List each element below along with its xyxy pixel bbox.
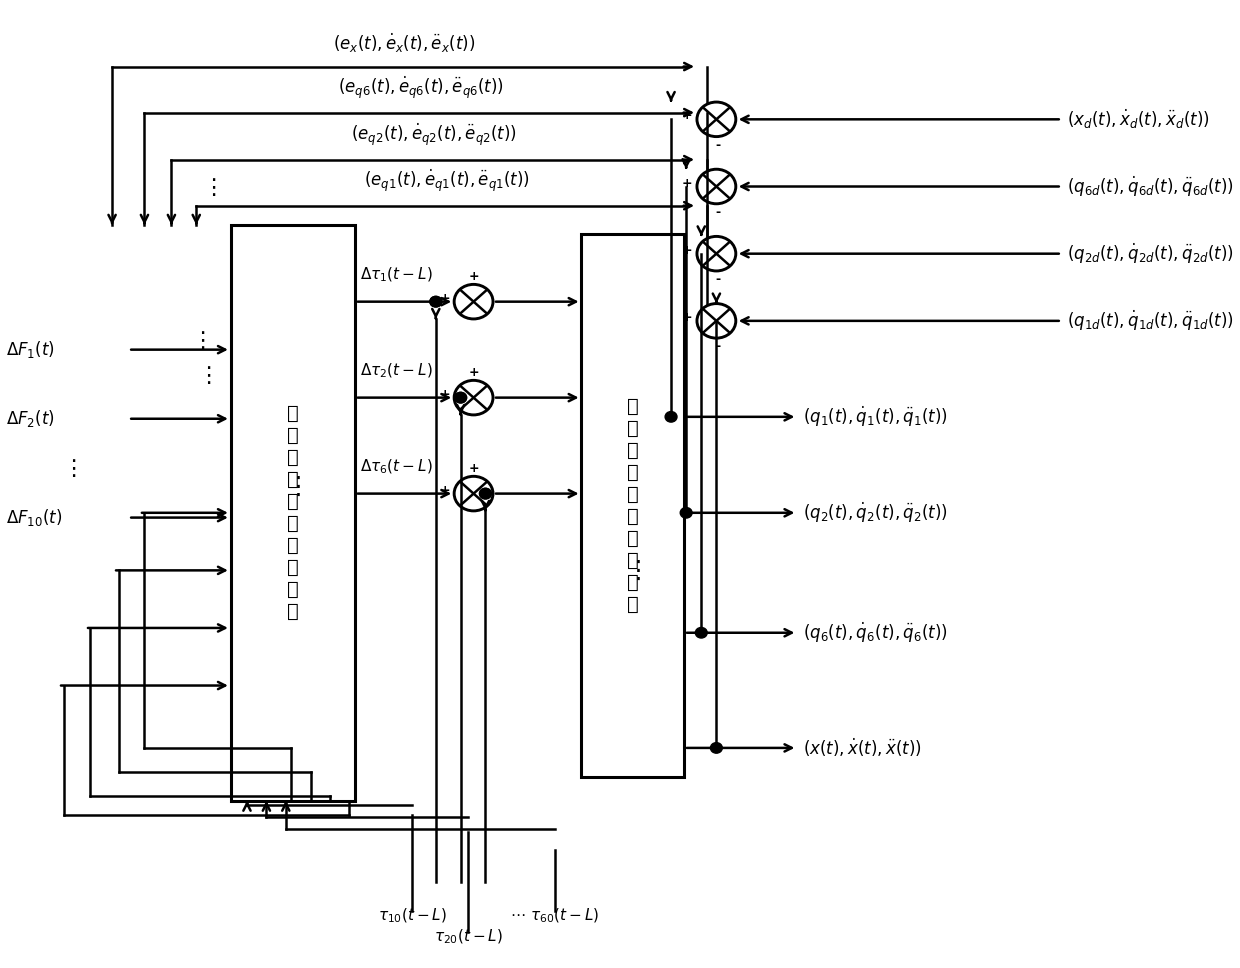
Text: +: + — [469, 270, 479, 283]
Text: $\cdots\ \tau_{60}(t-L)$: $\cdots\ \tau_{60}(t-L)$ — [510, 906, 599, 924]
Text: $(e_x(t),\dot{e}_x(t),\ddot{e}_x(t))$: $(e_x(t),\dot{e}_x(t),\ddot{e}_x(t))$ — [334, 32, 476, 55]
Text: -: - — [715, 273, 720, 287]
Text: $\vdots$: $\vdots$ — [191, 329, 206, 351]
Text: $(q_6(t),\dot{q}_6(t),\ddot{q}_6(t))$: $(q_6(t),\dot{q}_6(t),\ddot{q}_6(t))$ — [802, 620, 947, 645]
Text: $(e_{q6}(t),\dot{e}_{q6}(t),\ddot{e}_{q6}(t))$: $(e_{q6}(t),\dot{e}_{q6}(t),\ddot{e}_{q6… — [337, 75, 503, 101]
Circle shape — [430, 296, 441, 307]
Circle shape — [681, 507, 692, 518]
Circle shape — [696, 627, 707, 638]
Text: 电
子
元
器
件
装
配
机
器
人: 电 子 元 器 件 装 配 机 器 人 — [627, 397, 639, 614]
Text: $\vdots$: $\vdots$ — [202, 175, 216, 197]
Text: $(q_2(t),\dot{q}_2(t),\ddot{q}_2(t))$: $(q_2(t),\dot{q}_2(t),\ddot{q}_2(t))$ — [802, 500, 947, 525]
Text: $\vdots$: $\vdots$ — [62, 457, 76, 479]
Text: -: - — [715, 138, 720, 152]
Circle shape — [480, 488, 491, 499]
Circle shape — [455, 392, 466, 403]
Text: $(q_1(t),\dot{q}_1(t),\ddot{q}_1(t))$: $(q_1(t),\dot{q}_1(t),\ddot{q}_1(t))$ — [802, 405, 947, 429]
Text: 自
学
习
模
型
预
测
控
制
器: 自 学 习 模 型 预 测 控 制 器 — [286, 405, 299, 621]
Text: $(x(t),\dot{x}(t),\ddot{x}(t))$: $(x(t),\dot{x}(t),\ddot{x}(t))$ — [802, 737, 921, 759]
Circle shape — [480, 488, 491, 499]
Text: +: + — [682, 176, 693, 190]
Text: $\tau_{10}(t-L)$: $\tau_{10}(t-L)$ — [378, 906, 446, 924]
Text: $(e_{q2}(t),\dot{e}_{q2}(t),\ddot{e}_{q2}(t))$: $(e_{q2}(t),\dot{e}_{q2}(t),\ddot{e}_{q2… — [351, 122, 517, 148]
Text: $\vdots$: $\vdots$ — [625, 559, 641, 583]
Text: $\Delta F_{10}(t)$: $\Delta F_{10}(t)$ — [6, 507, 63, 529]
Text: $\Delta\tau_1(t-L)$: $\Delta\tau_1(t-L)$ — [361, 266, 433, 285]
Circle shape — [430, 296, 441, 307]
Text: +: + — [439, 291, 450, 305]
Text: $\Delta F_1(t)$: $\Delta F_1(t)$ — [6, 339, 56, 360]
Text: +: + — [469, 366, 479, 379]
Text: $(q_{6d}(t),\dot{q}_{6d}(t),\ddot{q}_{6d}(t))$: $(q_{6d}(t),\dot{q}_{6d}(t),\ddot{q}_{6d… — [1068, 174, 1234, 198]
Circle shape — [711, 742, 723, 753]
Text: $\Delta F_2(t)$: $\Delta F_2(t)$ — [6, 408, 56, 429]
Text: +: + — [469, 462, 479, 475]
Text: +: + — [439, 387, 450, 401]
Text: +: + — [682, 109, 693, 122]
Circle shape — [455, 392, 466, 403]
Text: -: - — [715, 341, 720, 353]
Text: $(q_{2d}(t),\dot{q}_{2d}(t),\ddot{q}_{2d}(t))$: $(q_{2d}(t),\dot{q}_{2d}(t),\ddot{q}_{2d… — [1068, 242, 1234, 266]
Text: $(x_d(t),\dot{x}_d(t),\ddot{x}_d(t))$: $(x_d(t),\dot{x}_d(t),\ddot{x}_d(t))$ — [1068, 107, 1210, 131]
Text: +: + — [682, 311, 693, 324]
Text: $\Delta\tau_6(t-L)$: $\Delta\tau_6(t-L)$ — [361, 458, 433, 476]
Text: $\vdots$: $\vdots$ — [285, 475, 301, 499]
Text: +: + — [439, 484, 450, 497]
Text: $(e_{q1}(t),\dot{e}_{q1}(t),\ddot{e}_{q1}(t))$: $(e_{q1}(t),\dot{e}_{q1}(t),\ddot{e}_{q1… — [363, 167, 529, 195]
Text: $\Delta\tau_2(t-L)$: $\Delta\tau_2(t-L)$ — [361, 362, 433, 380]
Text: $\vdots$: $\vdots$ — [197, 364, 211, 385]
Circle shape — [665, 411, 677, 422]
Text: $\tau_{20}(t-L)$: $\tau_{20}(t-L)$ — [434, 927, 502, 946]
Bar — [231, 225, 355, 801]
Text: -: - — [715, 206, 720, 219]
Bar — [582, 234, 684, 776]
Text: +: + — [682, 244, 693, 257]
Text: $(q_{1d}(t),\dot{q}_{1d}(t),\ddot{q}_{1d}(t))$: $(q_{1d}(t),\dot{q}_{1d}(t),\ddot{q}_{1d… — [1068, 309, 1234, 333]
